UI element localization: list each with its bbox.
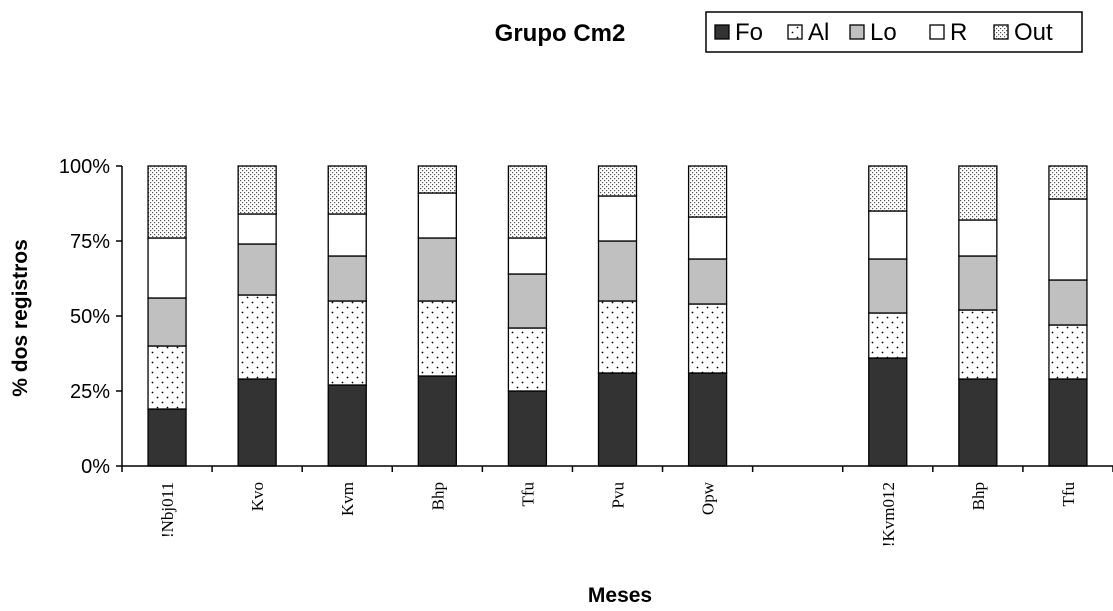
legend: Fo Al Lo R Out	[705, 11, 1083, 53]
bar-segment-lo	[237, 243, 277, 296]
bar-segment-r	[507, 237, 548, 275]
bar-segment-lo	[597, 240, 638, 302]
x-tick-label: Pvu	[609, 482, 628, 509]
bar-segment-fo	[327, 384, 367, 467]
bar-segment-out	[147, 165, 187, 239]
bar-segment-fo	[147, 408, 187, 467]
bar-segment-lo	[687, 258, 728, 305]
bar-segment-al	[507, 327, 548, 392]
y-tick-label: 75%	[70, 231, 110, 253]
bar-segment-out	[597, 165, 638, 197]
bar-segment-lo	[868, 258, 908, 314]
bar-segment-r	[327, 213, 367, 257]
legend-label-al: Al	[808, 19, 829, 46]
y-axis-label: % dos registros	[9, 239, 32, 397]
bar-segment-fo	[597, 372, 638, 467]
bar-segment-lo	[1048, 279, 1088, 326]
bar-segment-out	[958, 165, 998, 221]
x-tick-label: Bhp	[428, 482, 447, 510]
y-tick-label: 50%	[70, 306, 110, 328]
bar-segment-fo	[687, 372, 728, 467]
bar-segment-fo	[1048, 378, 1088, 467]
x-tick-label: !Nbj011	[158, 482, 177, 538]
bar-segment-al	[687, 303, 728, 374]
bar-segment-out	[687, 165, 728, 218]
legend-box	[705, 11, 1083, 53]
bar-segment-fo	[507, 390, 548, 467]
bar-segment-out	[1048, 165, 1088, 200]
bar-segment-out	[868, 165, 908, 212]
x-tick-label: Kvo	[248, 482, 267, 511]
bar-segment-lo	[327, 255, 367, 302]
y-tick-label: 25%	[70, 381, 110, 403]
bar-segment-r	[597, 195, 638, 242]
bar-segment-fo	[868, 357, 908, 467]
x-tick-label: !Kvm012	[879, 482, 898, 547]
x-tick-label: Bhp	[969, 482, 988, 510]
x-axis: !Nbj011 Kvo Kvm Bhp Tfu Pvu Opw !Kvm012 Bhp Tfu	[121, 465, 1113, 547]
bar-segment-lo	[417, 237, 457, 302]
bar-segment-out	[327, 165, 367, 215]
bar-segment-fo	[417, 375, 457, 467]
bar-segment-al	[417, 300, 457, 377]
bar-segment-al	[1048, 324, 1088, 380]
x-tick-label: Tfu	[1059, 482, 1078, 507]
bar-segment-r	[147, 237, 187, 299]
bar-segment-lo	[147, 297, 187, 347]
bar-segment-al	[327, 300, 367, 386]
y-tick-label: 0%	[81, 456, 110, 478]
legend-label-lo: Lo	[870, 19, 897, 46]
legend-swatch-lo	[849, 24, 865, 40]
chart-title: Grupo Cm2	[495, 20, 626, 47]
bar-segment-fo	[958, 378, 998, 467]
bar-segment-out	[237, 165, 277, 215]
legend-swatch-out	[993, 24, 1009, 40]
legend-label-r: R	[950, 19, 967, 46]
legend-swatch-r	[929, 24, 945, 40]
bar-segment-out	[507, 165, 548, 239]
bar-segment-r	[868, 210, 908, 260]
bar-segment-al	[597, 300, 638, 374]
x-tick-label: Kvm	[338, 482, 357, 516]
bar-segment-al	[958, 309, 998, 380]
bar-segment-lo	[507, 273, 548, 329]
legend-label-fo: Fo	[735, 19, 763, 46]
bar-segment-out	[417, 165, 457, 194]
bar-segment-fo	[237, 378, 277, 467]
bar-segment-r	[417, 192, 457, 239]
bar-segment-r	[687, 216, 728, 260]
x-tick-label: Tfu	[518, 482, 537, 507]
bar-segment-al	[147, 345, 187, 410]
bar-segment-al	[868, 312, 908, 359]
bar-segment-r	[1048, 198, 1088, 281]
bar-segment-r	[237, 213, 277, 245]
bars	[147, 165, 1088, 467]
legend-label-out: Out	[1014, 19, 1053, 46]
bar-segment-lo	[958, 255, 998, 311]
x-axis-label: Meses	[588, 584, 652, 607]
y-tick-label: 100%	[59, 156, 110, 178]
legend-swatch-al	[787, 24, 803, 40]
bar-segment-r	[958, 219, 998, 257]
y-axis: 0% 25% 50% 75% 100%	[59, 156, 123, 478]
x-tick-label: Opw	[699, 481, 718, 515]
bar-segment-al	[237, 294, 277, 380]
legend-swatch-fo	[714, 24, 730, 40]
